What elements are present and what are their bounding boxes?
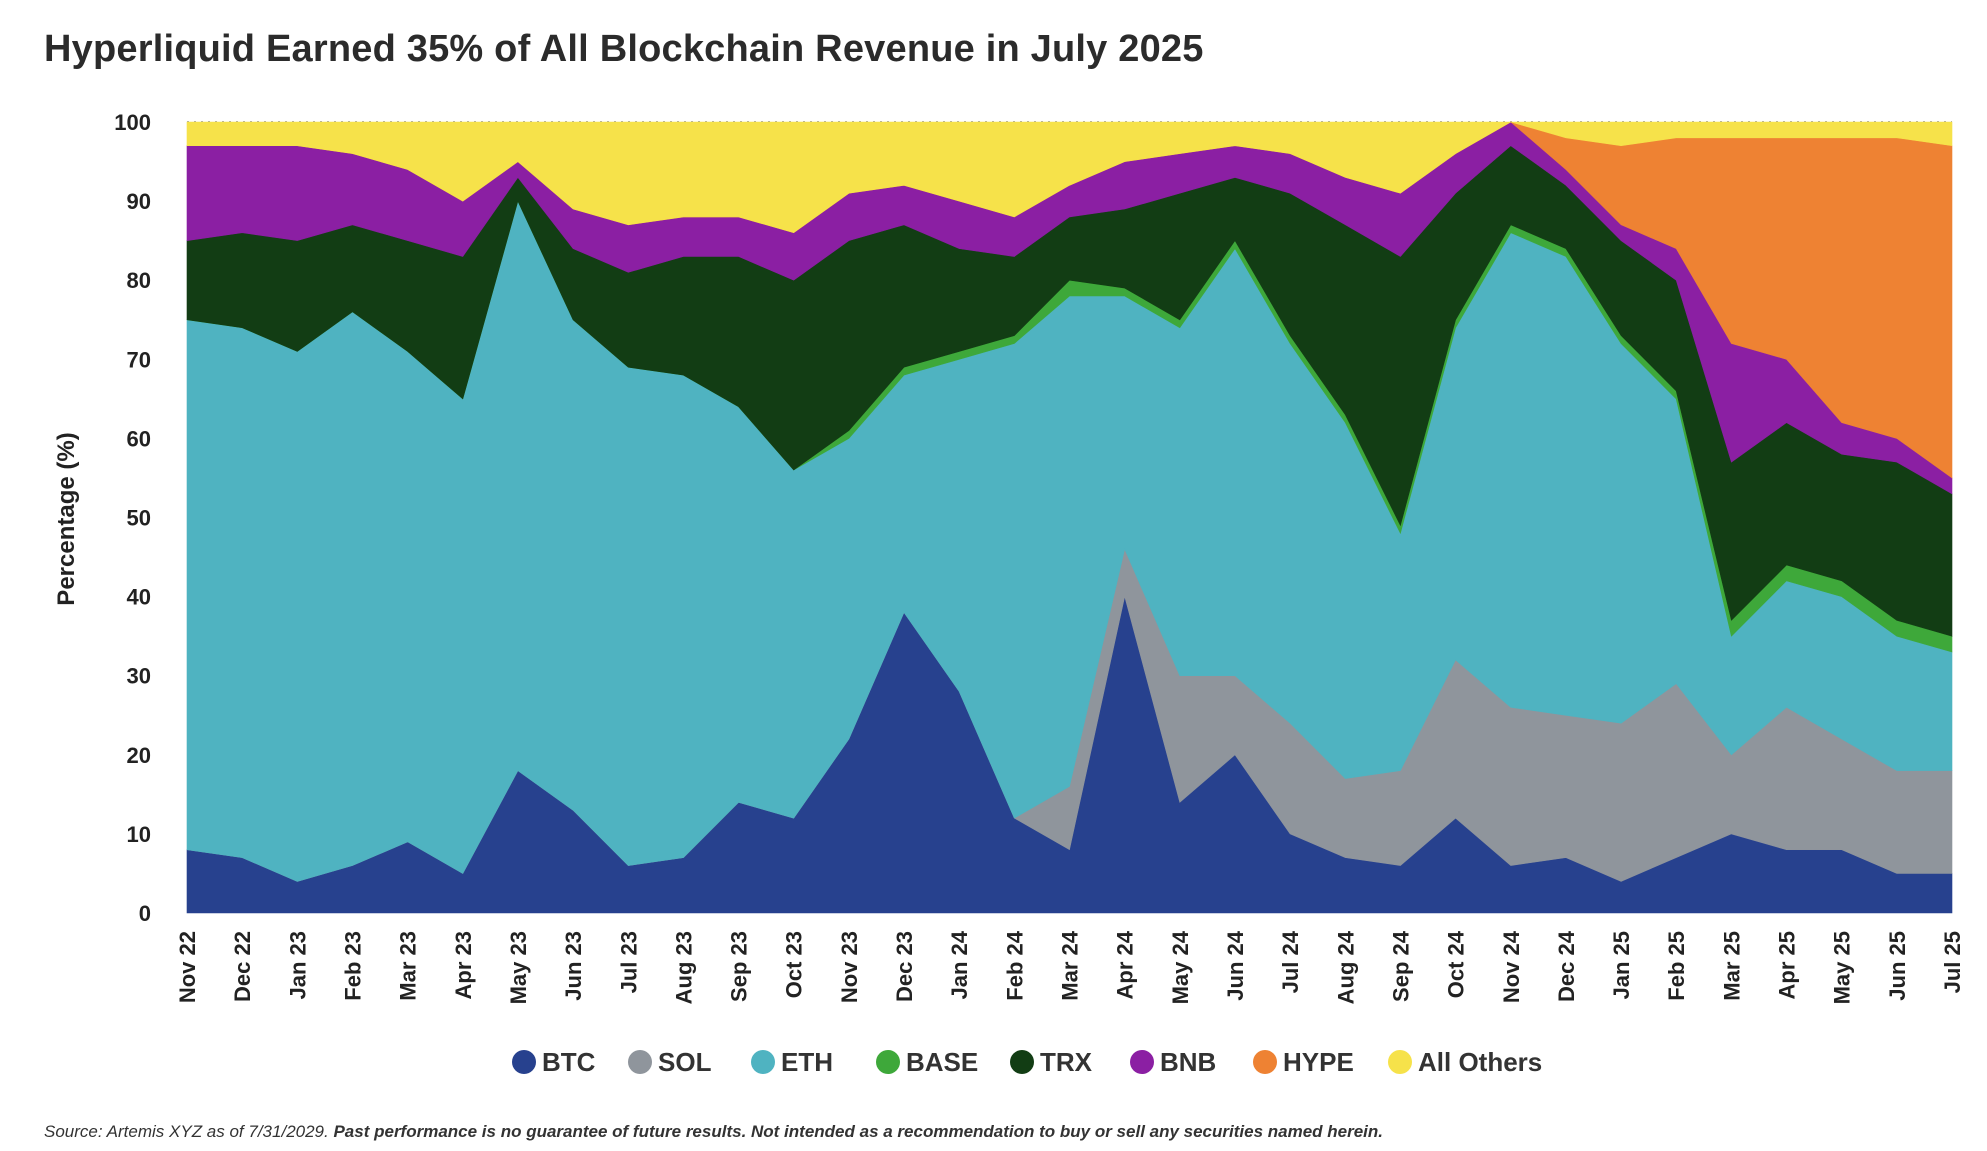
y-tick-40: 40 <box>127 585 151 610</box>
x-tick-jul-24: Jul 24 <box>1278 930 1303 993</box>
y-tick-20: 20 <box>127 743 151 768</box>
y-tick-90: 90 <box>127 189 151 214</box>
x-tick-jan-24: Jan 24 <box>947 930 972 999</box>
x-tick-apr-23: Apr 23 <box>451 931 476 999</box>
x-tick-dec-22: Dec 22 <box>230 931 255 1002</box>
x-tick-feb-23: Feb 23 <box>341 931 366 1001</box>
legend-label-all-others: All Others <box>1418 1047 1542 1077</box>
disclaimer: Past performance is no guarantee of futu… <box>333 1122 1384 1141</box>
y-tick-0: 0 <box>139 901 151 926</box>
x-tick-oct-24: Oct 24 <box>1444 930 1469 998</box>
legend-marker-eth <box>751 1050 775 1074</box>
x-tick-dec-23: Dec 23 <box>892 931 917 1002</box>
legend-label-btc: BTC <box>542 1047 596 1077</box>
y-tick-60: 60 <box>127 426 151 451</box>
legend-label-sol: SOL <box>658 1047 712 1077</box>
chart-title: Hyperliquid Earned 35% of All Blockchain… <box>44 28 1204 70</box>
x-tick-may-23: May 23 <box>506 931 531 1004</box>
y-axis-label: Percentage (%) <box>53 432 80 605</box>
y-tick-50: 50 <box>127 506 151 531</box>
legend-label-hype: HYPE <box>1283 1047 1354 1077</box>
legend-marker-base <box>876 1050 900 1074</box>
x-tick-mar-23: Mar 23 <box>396 931 421 1001</box>
legend-label-bnb: BNB <box>1160 1047 1216 1077</box>
legend-marker-bnb <box>1130 1050 1154 1074</box>
x-tick-jun-23: Jun 23 <box>561 931 586 1001</box>
y-tick-30: 30 <box>127 664 151 689</box>
legend-marker-all-others <box>1388 1050 1412 1074</box>
x-tick-jun-24: Jun 24 <box>1223 930 1248 1000</box>
legend-label-eth: ETH <box>781 1047 833 1077</box>
y-tick-100: 100 <box>114 110 151 135</box>
legend-label-trx: TRX <box>1040 1047 1093 1077</box>
x-tick-dec-24: Dec 24 <box>1554 930 1579 1002</box>
source-prefix: Source: Artemis XYZ as of 7/31/2029. <box>44 1122 334 1141</box>
y-tick-80: 80 <box>127 268 151 293</box>
legend-marker-sol <box>628 1050 652 1074</box>
x-tick-jan-25: Jan 25 <box>1609 931 1634 1000</box>
y-tick-10: 10 <box>127 822 151 847</box>
x-tick-may-25: May 25 <box>1830 931 1855 1004</box>
x-tick-nov-23: Nov 23 <box>837 931 862 1003</box>
x-tick-nov-24: Nov 24 <box>1499 930 1524 1003</box>
x-tick-mar-25: Mar 25 <box>1719 931 1744 1001</box>
area-all-others <box>186 121 1953 234</box>
x-tick-sep-23: Sep 23 <box>727 931 752 1002</box>
x-tick-oct-23: Oct 23 <box>782 931 807 998</box>
legend-label-base: BASE <box>906 1047 978 1077</box>
legend: BTC SOL ETH BASE TRX BNB HYPE All Others <box>512 1047 1542 1077</box>
x-tick-aug-23: Aug 23 <box>671 931 696 1004</box>
x-tick-sep-24: Sep 24 <box>1388 930 1413 1002</box>
legend-marker-trx <box>1010 1050 1034 1074</box>
y-tick-70: 70 <box>127 347 151 372</box>
x-tick-mar-24: Mar 24 <box>1058 930 1083 1000</box>
x-tick-jul-23: Jul 23 <box>616 931 641 993</box>
x-tick-nov-22: Nov 22 <box>175 931 200 1003</box>
x-tick-apr-25: Apr 25 <box>1775 931 1800 999</box>
x-tick-jul-25: Jul 25 <box>1940 931 1965 993</box>
x-tick-apr-24: Apr 24 <box>1113 930 1138 999</box>
x-axis-ticks: Nov 22 Dec 22 Jan 23 Feb 23 Mar 23 Apr 23 May … <box>175 930 1965 1004</box>
y-axis-ticks: 0 10 20 30 40 50 60 70 80 90 100 <box>114 110 151 926</box>
x-tick-feb-25: Feb 25 <box>1664 931 1689 1001</box>
legend-marker-btc <box>512 1050 536 1074</box>
x-tick-jan-23: Jan 23 <box>285 931 310 1000</box>
legend-marker-hype <box>1253 1050 1277 1074</box>
x-tick-aug-24: Aug 24 <box>1333 930 1358 1004</box>
area-layer <box>186 121 1953 914</box>
x-tick-feb-24: Feb 24 <box>1002 930 1027 1000</box>
source-note: Source: Artemis XYZ as of 7/31/2029. Pas… <box>44 1122 1383 1142</box>
x-tick-jun-25: Jun 25 <box>1885 931 1910 1001</box>
x-tick-may-24: May 24 <box>1168 930 1193 1004</box>
